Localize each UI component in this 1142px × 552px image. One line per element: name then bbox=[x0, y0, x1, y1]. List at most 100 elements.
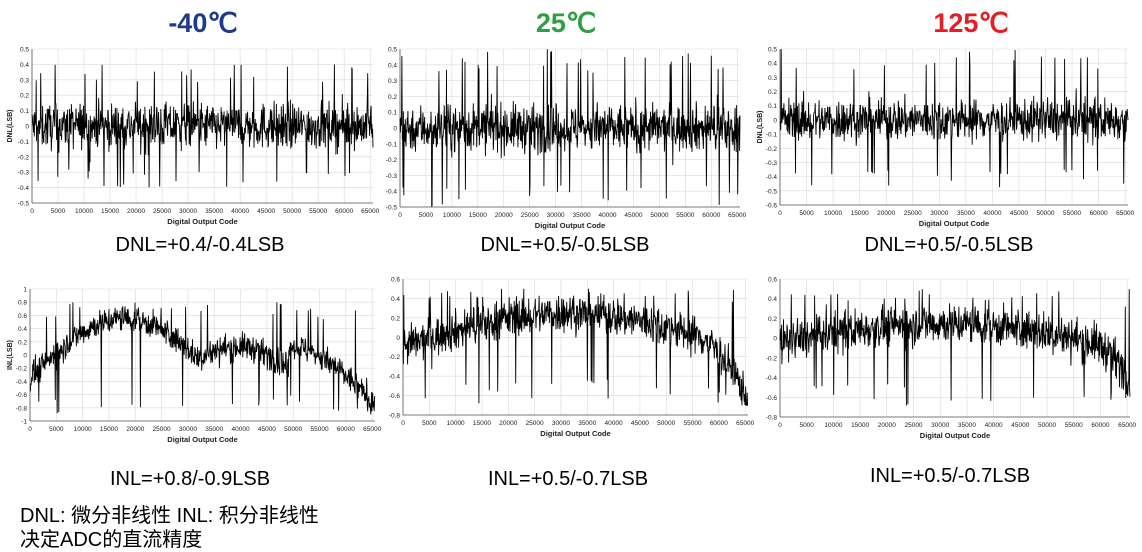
x-tick-label: 5000 bbox=[799, 422, 814, 429]
x-axis-label: Digital Output Code bbox=[920, 431, 990, 440]
y-tick-label: -0.3 bbox=[386, 173, 398, 180]
inl-caption-minus40: INL=+0.8/-0.9LSB bbox=[109, 468, 271, 490]
y-tick-label: -0.4 bbox=[766, 174, 778, 181]
y-tick-label: -0.2 bbox=[766, 355, 778, 362]
y-tick-label: -0.6 bbox=[766, 395, 778, 402]
y-tick-label: -0.3 bbox=[766, 160, 778, 167]
y-tick-label: 0.1 bbox=[388, 110, 397, 117]
y-tick-label: 0.6 bbox=[391, 277, 400, 284]
y-tick-label: 0.6 bbox=[768, 277, 777, 284]
x-tick-label: 30000 bbox=[552, 420, 570, 427]
x-tick-label: 10000 bbox=[824, 210, 842, 217]
y-tick-label: -0.8 bbox=[389, 413, 401, 420]
y-tick-label: 0 bbox=[396, 335, 400, 342]
note-line-1: DNL: 微分非线性 INL: 积分非线性 bbox=[20, 505, 319, 527]
x-tick-label: 65000 bbox=[361, 208, 379, 215]
y-axis-label: INL(LSB) bbox=[7, 340, 14, 370]
x-tick-label: 60000 bbox=[1091, 422, 1109, 429]
x-tick-label: 35000 bbox=[578, 420, 596, 427]
y-tick-label: 0.5 bbox=[388, 47, 397, 54]
y-tick-label: -0.2 bbox=[389, 354, 401, 361]
x-tick-label: 5000 bbox=[51, 208, 66, 215]
series-line bbox=[402, 288, 749, 406]
y-axis-label: DNL(LSB) bbox=[7, 109, 14, 142]
x-tick-label: 20000 bbox=[499, 420, 517, 427]
y-tick-label: -0.6 bbox=[16, 392, 28, 399]
x-tick-label: 50000 bbox=[1038, 422, 1056, 429]
x-tick-label: 40000 bbox=[231, 208, 249, 215]
x-tick-label: 55000 bbox=[1065, 422, 1083, 429]
y-tick-label: -0.3 bbox=[18, 170, 30, 177]
x-axis-label: Digital Output Code bbox=[919, 219, 989, 228]
x-tick-label: 10000 bbox=[443, 212, 461, 219]
x-tick-label: 50000 bbox=[284, 426, 302, 433]
y-tick-label: 0 bbox=[393, 126, 397, 133]
series-line bbox=[31, 64, 374, 188]
x-tick-label: 30000 bbox=[179, 208, 197, 215]
temperature-title-25: 25℃ bbox=[535, 8, 597, 38]
y-tick-label: 1 bbox=[23, 287, 27, 294]
x-tick-label: 50000 bbox=[283, 208, 301, 215]
y-tick-label: -0.1 bbox=[766, 132, 778, 139]
y-tick-label: 0.2 bbox=[768, 316, 777, 323]
y-tick-label: -0.5 bbox=[18, 201, 30, 208]
series-line bbox=[779, 49, 1129, 188]
y-tick-label: -0.8 bbox=[766, 415, 778, 422]
y-tick-label: -0.1 bbox=[18, 139, 30, 146]
series-line bbox=[399, 49, 741, 207]
x-tick-label: 5000 bbox=[49, 426, 64, 433]
y-tick-label: -0.4 bbox=[386, 189, 398, 196]
x-tick-label: 35000 bbox=[957, 210, 975, 217]
y-tick-label: -0.2 bbox=[18, 154, 30, 161]
y-tick-label: 0.2 bbox=[388, 94, 397, 101]
y-tick-label: 0 bbox=[773, 336, 777, 343]
x-axis-label: Digital Output Code bbox=[167, 435, 237, 444]
x-tick-label: 15000 bbox=[473, 420, 491, 427]
x-tick-label: 65000 bbox=[1116, 210, 1134, 217]
y-tick-label: 0.2 bbox=[20, 93, 29, 100]
temperature-title-minus40: -40℃ bbox=[168, 8, 238, 38]
series-line bbox=[29, 302, 376, 415]
x-tick-label: 40000 bbox=[598, 212, 616, 219]
dnl-chart-25: 0.50.40.30.20.10-0.1-0.2-0.3-0.4-0.50 500… bbox=[386, 47, 747, 231]
x-tick-label: 10000 bbox=[447, 420, 465, 427]
x-tick-label: 10000 bbox=[824, 422, 842, 429]
x-tick-label: 10000 bbox=[74, 426, 92, 433]
x-tick-label: 60000 bbox=[337, 426, 355, 433]
y-tick-label: 0.2 bbox=[18, 339, 27, 346]
x-tick-label: 35000 bbox=[205, 208, 223, 215]
x-tick-label: 40000 bbox=[985, 422, 1003, 429]
x-axis-label: Digital Output Code bbox=[535, 221, 605, 230]
dnl-chart-minus40: 0.50.40.30.20.10-0.1-0.2-0.3-0.4-0.50 500… bbox=[7, 47, 380, 227]
y-tick-label: -0.5 bbox=[766, 188, 778, 195]
y-tick-label: 0.3 bbox=[388, 78, 397, 85]
x-tick-label: 45000 bbox=[1011, 422, 1029, 429]
x-tick-label: 65000 bbox=[736, 420, 754, 427]
temperature-title-125: 125℃ bbox=[933, 8, 1009, 38]
y-tick-label: -1 bbox=[21, 419, 27, 426]
x-tick-label: 45000 bbox=[624, 212, 642, 219]
y-tick-label: 0.2 bbox=[391, 315, 400, 322]
x-tick-label: 25000 bbox=[904, 422, 922, 429]
dnl-caption-minus40: DNL=+0.4/-0.4LSB bbox=[115, 234, 285, 256]
x-tick-label: 55000 bbox=[309, 208, 327, 215]
y-tick-label: 0.4 bbox=[768, 61, 777, 68]
x-tick-label: 65000 bbox=[363, 426, 381, 433]
dnl-chart-125: 0.5 0.4 0.3 0.2 0.1 0 -0.1 -0.2 -0.3 -0.4 -0.5 -0.6… bbox=[757, 47, 1135, 229]
x-tick-label: 0 bbox=[778, 422, 782, 429]
inl-chart-25: 0.60.40.20-0.2-0.4-0.6-0.80 5000 10000 1500… bbox=[389, 277, 755, 439]
x-tick-label: 35000 bbox=[573, 212, 591, 219]
x-tick-label: 0 bbox=[28, 426, 32, 433]
x-tick-label: 30000 bbox=[547, 212, 565, 219]
y-tick-label: -0.8 bbox=[16, 405, 28, 412]
y-tick-label: 0.1 bbox=[768, 103, 777, 110]
x-tick-label: 10000 bbox=[75, 208, 93, 215]
x-tick-label: 65000 bbox=[1118, 422, 1136, 429]
inl-caption-125: INL=+0.5/-0.7LSB bbox=[869, 465, 1031, 487]
y-tick-label: -0.1 bbox=[386, 141, 398, 148]
y-tick-label: -0.4 bbox=[389, 374, 401, 381]
x-axis-label: Digital Output Code bbox=[540, 429, 610, 438]
y-tick-label: -0.2 bbox=[16, 366, 28, 373]
x-tick-label: 55000 bbox=[676, 212, 694, 219]
y-tick-label: -0.2 bbox=[386, 157, 398, 164]
